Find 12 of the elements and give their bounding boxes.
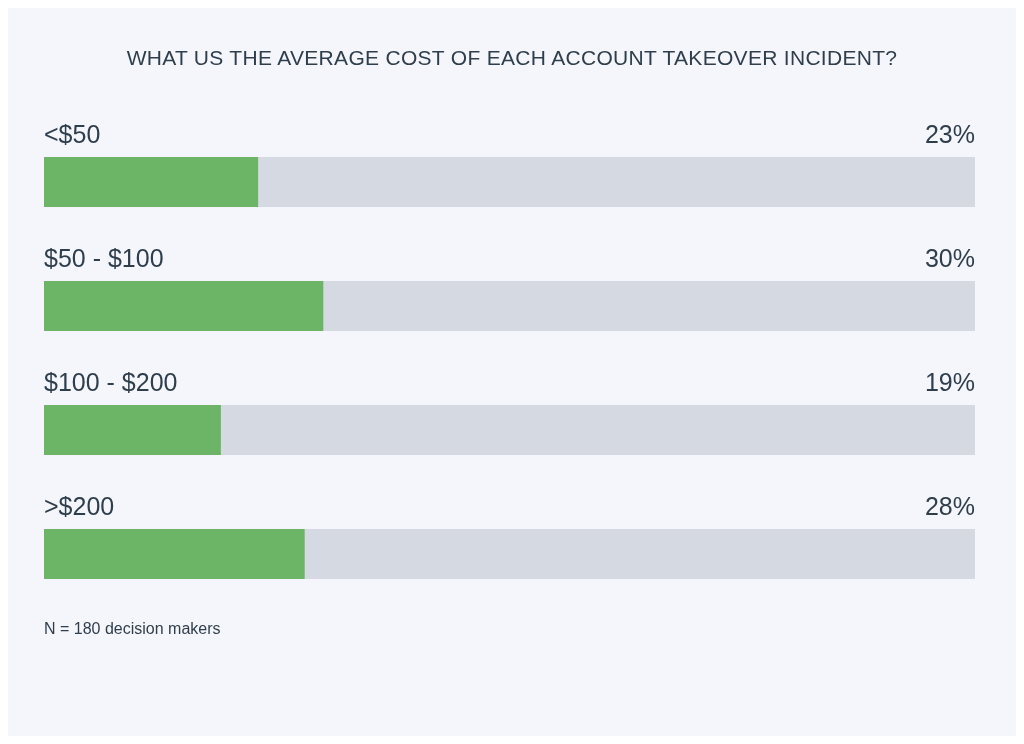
bar bbox=[44, 157, 259, 207]
y-tick-label: >$200 bbox=[44, 492, 115, 520]
y-tick-label: $50 - $100 bbox=[44, 244, 164, 272]
y-tick-label: $100 - $200 bbox=[44, 368, 178, 396]
data-label: 30% bbox=[924, 244, 975, 272]
data-label: 28% bbox=[924, 492, 975, 520]
bar bbox=[44, 405, 221, 455]
y-tick-label: <$50 bbox=[44, 120, 101, 148]
data-label: 19% bbox=[924, 368, 975, 396]
chart-title: WHAT US THE AVERAGE COST OF EACH ACCOUNT TAKEOVER INCIDENT? bbox=[125, 46, 899, 70]
text: N = 180 decision makers bbox=[44, 620, 221, 638]
data-label: 23% bbox=[924, 120, 975, 148]
